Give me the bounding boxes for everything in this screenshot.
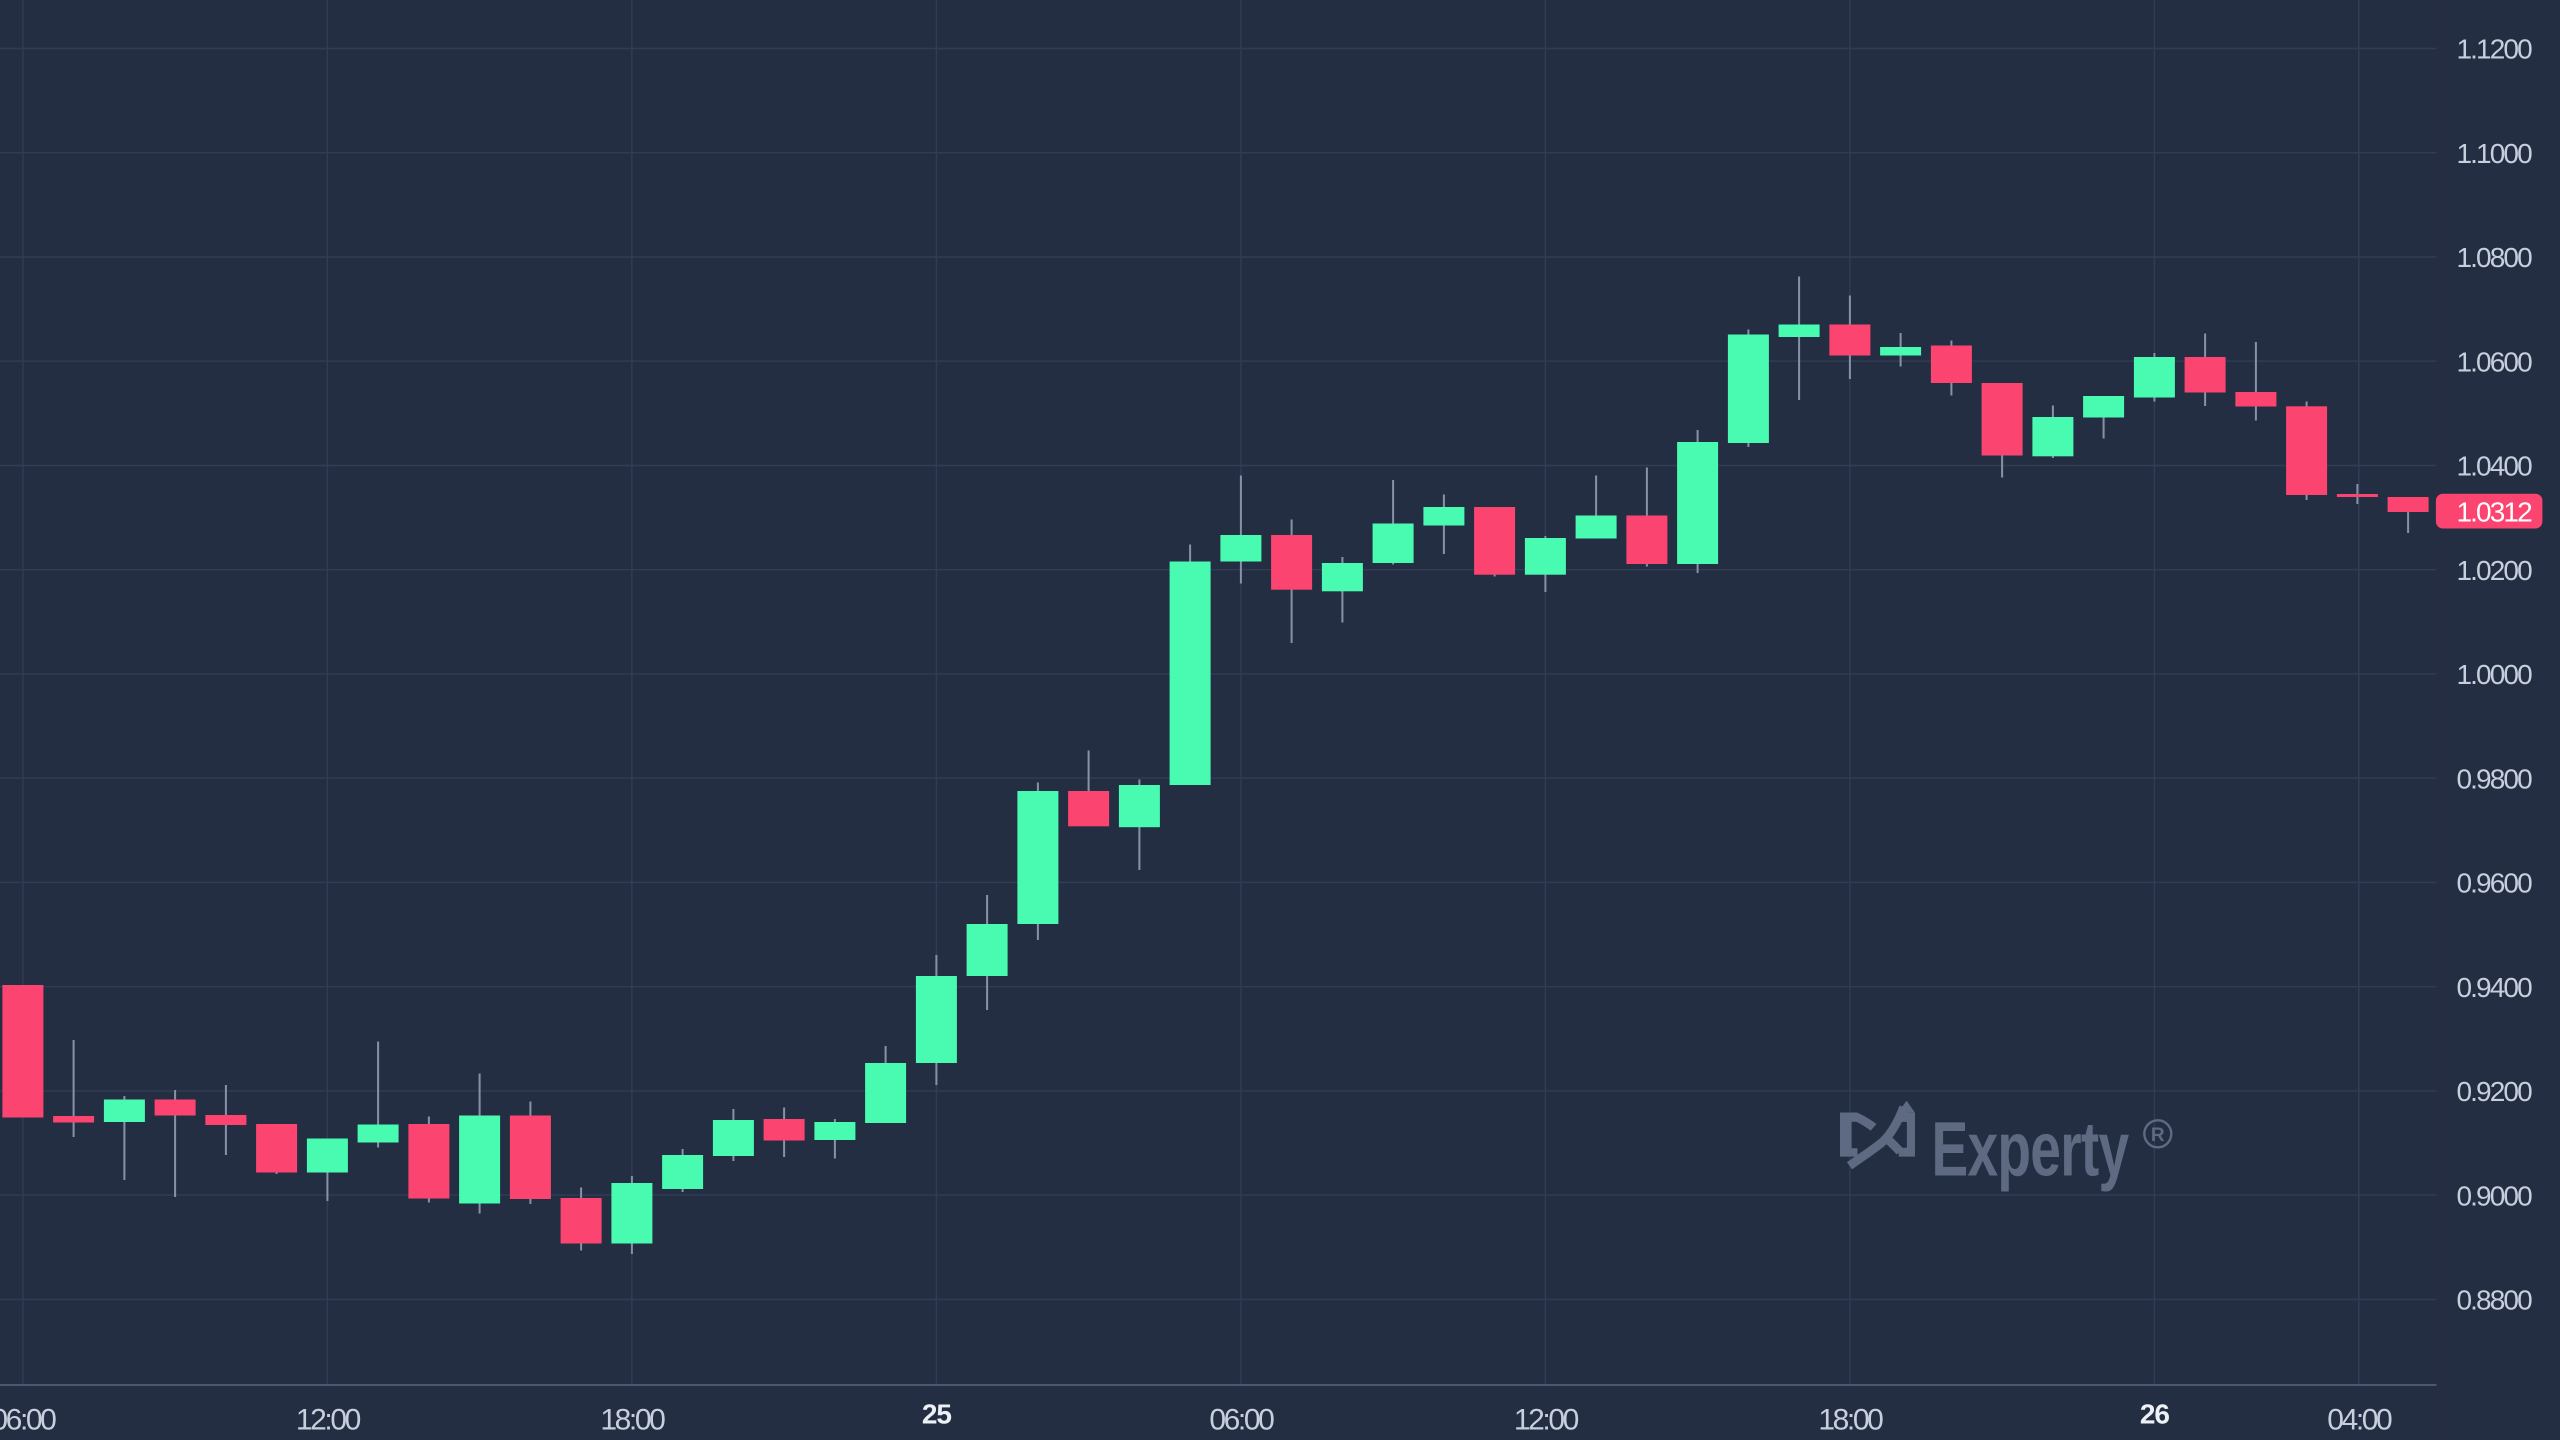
svg-text:1.0600: 1.0600: [2457, 346, 2533, 377]
svg-text:0.9400: 0.9400: [2457, 972, 2533, 1003]
svg-text:12:00: 12:00: [1514, 1404, 1579, 1437]
svg-text:25: 25: [922, 1399, 952, 1430]
svg-text:1.0312: 1.0312: [2457, 497, 2533, 528]
svg-text:Experty: Experty: [1932, 1107, 2129, 1193]
svg-text:12:00: 12:00: [296, 1404, 361, 1437]
svg-text:0.9600: 0.9600: [2457, 868, 2533, 899]
svg-text:1.0000: 1.0000: [2457, 659, 2533, 690]
svg-text:18:00: 18:00: [1818, 1404, 1883, 1437]
svg-text:18:00: 18:00: [600, 1404, 665, 1437]
svg-text:1.0800: 1.0800: [2457, 242, 2533, 273]
svg-text:0.9800: 0.9800: [2457, 763, 2533, 794]
svg-text:26: 26: [2140, 1399, 2170, 1430]
svg-text:1.1000: 1.1000: [2457, 138, 2533, 169]
svg-text:06:00: 06:00: [0, 1404, 56, 1437]
svg-text:R: R: [2151, 1125, 2165, 1146]
svg-text:0.9200: 0.9200: [2457, 1076, 2533, 1107]
svg-text:1.1200: 1.1200: [2457, 34, 2533, 65]
svg-text:1.0400: 1.0400: [2457, 451, 2533, 482]
svg-text:0.8800: 0.8800: [2457, 1285, 2533, 1316]
svg-text:04:00: 04:00: [2327, 1404, 2392, 1437]
svg-text:06:00: 06:00: [1209, 1404, 1274, 1437]
svg-text:1.0200: 1.0200: [2457, 555, 2533, 586]
svg-text:0.9000: 0.9000: [2457, 1180, 2533, 1211]
